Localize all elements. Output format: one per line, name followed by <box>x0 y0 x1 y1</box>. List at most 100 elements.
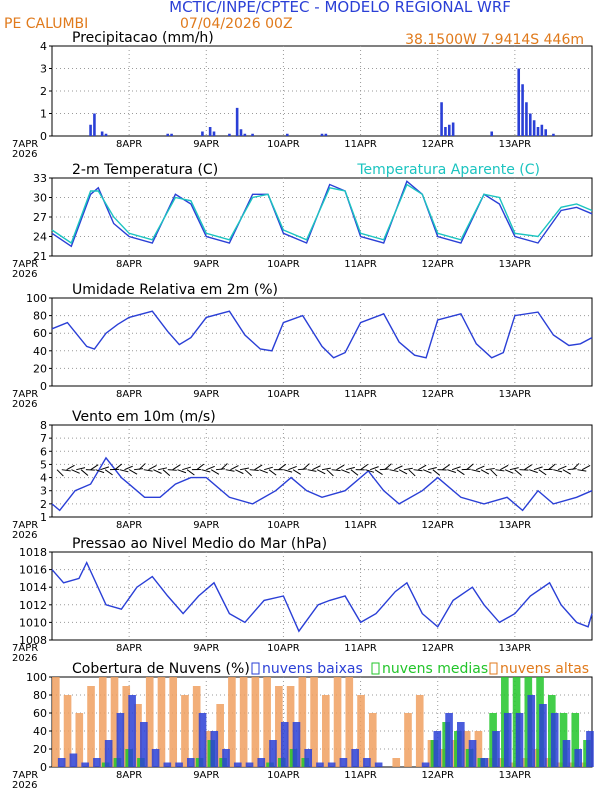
wind-barb <box>495 469 505 472</box>
wind-barb <box>254 464 263 471</box>
wind-barb <box>475 465 485 471</box>
wind-barb <box>524 464 533 471</box>
wind-barb <box>316 469 326 475</box>
cloud-bar <box>345 677 354 767</box>
cloud-bar <box>339 758 348 767</box>
x-tick-label: 9APR <box>193 139 219 150</box>
wind-barb <box>283 469 293 473</box>
wind-barb <box>297 468 307 471</box>
wind-barb <box>345 466 355 471</box>
wind-barb <box>220 463 228 471</box>
x-tick-label: 11APR <box>344 389 377 400</box>
precip-bar <box>89 124 92 136</box>
wind-barb <box>557 465 567 471</box>
wind-barb <box>196 463 205 471</box>
cloud-bar <box>292 722 301 767</box>
wind-barb <box>408 469 416 477</box>
wind-barb <box>514 469 522 476</box>
precip-bar <box>490 131 494 136</box>
x-year-label: 2026 <box>12 780 37 791</box>
wind-barb <box>76 467 86 471</box>
panel-pres: 1008 1010 1012 1014 1016 1018 7APR 8APR 9APR 10AP… <box>12 536 593 664</box>
panel-temp: 21 24 27 30 33 7APR 8APR 9APR 10APR 11APR 12APR 13A… <box>12 162 593 280</box>
legend-swatch <box>489 662 498 675</box>
cloud-bar <box>269 740 277 767</box>
wind-barb <box>61 469 71 472</box>
x-tick-label: 12APR <box>421 643 454 654</box>
cloud-bar <box>433 731 442 767</box>
series-line <box>51 310 593 359</box>
cloud-bar <box>392 758 401 767</box>
precip-bar <box>447 124 451 136</box>
cloud-bar <box>98 677 107 767</box>
wind-barb <box>365 469 375 473</box>
legend-label: nuvens baixas <box>262 661 363 677</box>
wind-barb <box>500 464 509 471</box>
cloud-bar <box>468 740 477 767</box>
y-tick-label: 21 <box>33 250 47 263</box>
y-tick-label: 40 <box>33 725 47 738</box>
wind-barb <box>66 464 75 471</box>
cloud-bar <box>75 713 84 767</box>
wind-barb <box>485 467 495 471</box>
panel-title: Umidade Relativa em 2m (%) <box>72 282 278 298</box>
wind-barb <box>538 469 547 476</box>
precip-bar <box>521 84 524 136</box>
wind-barb <box>379 468 389 471</box>
precip-bar <box>528 113 532 136</box>
wind-barb <box>148 465 157 471</box>
cloud-bar <box>169 677 178 767</box>
x-tick-label: 8APR <box>116 770 142 781</box>
precip-bar <box>208 127 212 136</box>
legend-swatch <box>251 662 260 675</box>
y-tick-label: 1010 <box>19 616 47 629</box>
cloud-bar <box>351 749 359 767</box>
cloud-bar <box>374 762 383 767</box>
wind-barb <box>230 465 239 471</box>
precip-bar <box>536 127 540 136</box>
panel-frame <box>51 551 593 641</box>
wind-barb <box>529 469 538 474</box>
y-tick-label: 1014 <box>19 581 47 594</box>
wind-barb <box>292 469 301 475</box>
x-tick-label: 13APR <box>499 139 532 150</box>
wind-barb <box>244 469 252 477</box>
y-tick-label: 1 <box>40 511 47 524</box>
x-tick-label: 10APR <box>267 139 300 150</box>
wind-barb <box>235 469 244 475</box>
wind-barb <box>553 469 563 473</box>
wind-barb <box>302 463 310 471</box>
cloud-bar <box>404 713 412 767</box>
precip-bar <box>104 133 108 136</box>
y-tick-label: 1012 <box>19 599 47 612</box>
wind-barb <box>422 469 432 474</box>
x-tick-label: 9APR <box>193 770 219 781</box>
cloud-bar <box>175 762 183 767</box>
wind-barb <box>153 469 162 474</box>
wind-barb <box>210 469 220 475</box>
cloud-bar <box>145 677 154 767</box>
wind-barb <box>447 469 456 473</box>
wind-barb <box>336 464 345 471</box>
x-tick-label: 7APR <box>12 770 38 781</box>
x-tick-label: 9APR <box>193 643 219 654</box>
x-tick-label: 10APR <box>267 259 300 270</box>
wind-barb <box>56 469 64 477</box>
legend-label: nuvens altas <box>500 661 589 677</box>
cloud-bar <box>562 740 571 767</box>
wind-barb <box>341 469 350 474</box>
y-tick-label: 1018 <box>19 546 47 559</box>
coords-label: 38.1500W 7.9414S 446m <box>405 32 584 48</box>
y-tick-label: 80 <box>33 310 47 323</box>
x-tick-label: 12APR <box>421 770 454 781</box>
x-tick-label: 8APR <box>116 389 142 400</box>
wind-barb <box>389 469 399 473</box>
wind-barb <box>418 464 427 471</box>
cloud-bar <box>445 713 453 767</box>
cloud-bar <box>550 713 559 767</box>
x-year-label: 2026 <box>12 530 37 541</box>
y-tick-label: 3 <box>40 63 47 76</box>
wind-barb <box>249 469 259 471</box>
x-tick-label: 13APR <box>499 389 532 400</box>
cloud-bar <box>304 749 313 767</box>
